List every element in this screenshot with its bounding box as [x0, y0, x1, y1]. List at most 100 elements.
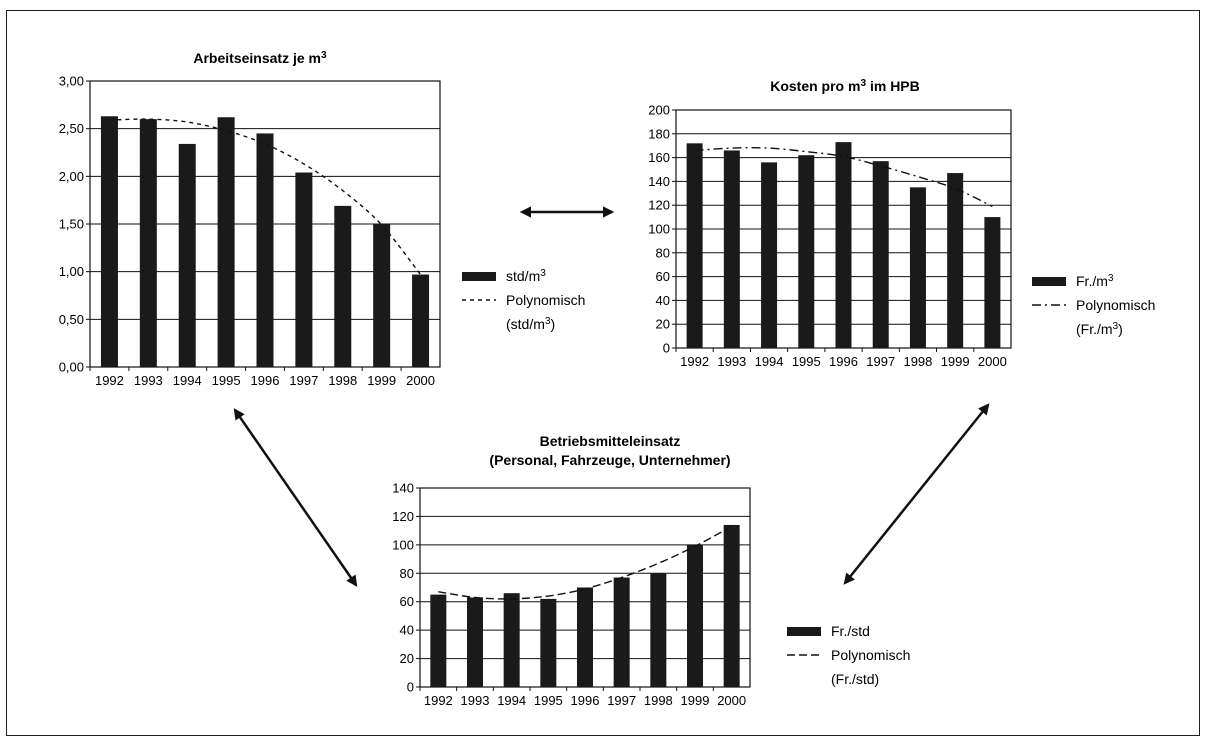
x-tick-label: 2000 [406, 373, 435, 388]
trend-line [438, 525, 733, 600]
legend-trend-label-line2-main: (Fr./m [1076, 321, 1113, 337]
y-tick-label: 2,50 [59, 121, 84, 136]
y-tick-label: 140 [392, 481, 414, 496]
x-tick-label: 1995 [534, 693, 563, 708]
x-tick-label: 2000 [717, 693, 746, 708]
legend-series-label-sup: 3 [1108, 273, 1114, 284]
y-tick-label: 1,00 [59, 264, 84, 279]
bar-1999 [373, 224, 391, 367]
trend-line [694, 147, 993, 208]
legend-bar-swatch [787, 627, 821, 636]
y-tick-label: 0,00 [59, 360, 84, 375]
x-tick-label: 1996 [571, 693, 600, 708]
legend-trend-label-line2-end: ) [551, 316, 556, 332]
legend: Fr./std Polynomisch (Fr./std) [787, 623, 910, 687]
y-tick-label: 2,00 [59, 169, 84, 184]
x-tick-label: 1999 [681, 693, 710, 708]
bar-1996 [256, 133, 274, 367]
chart-title-sup: 3 [860, 78, 866, 89]
bar-1997 [613, 577, 630, 687]
legend-series-label-main: std/m [506, 268, 540, 284]
chart-title: Kosten pro m3 im HPB [770, 78, 920, 94]
bar-1993 [467, 597, 483, 687]
y-tick-label: 100 [648, 222, 670, 237]
bar-1993 [139, 119, 157, 367]
trend-line [109, 118, 422, 275]
y-tick-label: 120 [648, 198, 670, 213]
bar-2000 [412, 274, 430, 367]
chart-2: 0 20 40 60 80 100 120 140 160 180 200 1992 1993 1994 1… [648, 78, 1155, 369]
legend-trend-label: Polynomisch [1076, 297, 1155, 313]
legend-series-label: std/m3 [506, 268, 546, 284]
x-tick-label: 1997 [866, 354, 895, 369]
y-tick-label: 0 [663, 341, 670, 356]
x-tick-label: 1996 [829, 354, 858, 369]
bar-1997 [872, 161, 889, 348]
x-tick-label: 1994 [173, 373, 202, 388]
x-tick-label: 1996 [251, 373, 280, 388]
y-tick-label: 80 [400, 566, 414, 581]
x-tick-label: 1998 [644, 693, 673, 708]
bar-1999 [687, 544, 703, 687]
y-tick-label: 60 [400, 594, 414, 609]
bar-2000 [723, 524, 740, 687]
x-tick-label: 1992 [680, 354, 709, 369]
bar-1997 [295, 172, 313, 367]
legend-trend-label: Polynomisch [506, 292, 585, 308]
legend-trend-label-line2-sup: 3 [545, 316, 551, 327]
y-tick-label: 1,50 [59, 217, 84, 232]
y-tick-label: 40 [400, 623, 414, 638]
x-tick-label: 1994 [755, 354, 784, 369]
bar-1992 [100, 116, 118, 367]
chart-title-main: Kosten pro m [770, 78, 860, 94]
bar-1996 [577, 587, 593, 687]
bar-1994 [503, 593, 520, 687]
legend-trend-label-line2-main: (std/m [506, 316, 545, 332]
legend-bar-swatch [462, 272, 496, 281]
y-tick-label: 20 [656, 317, 670, 332]
bar-1999 [947, 173, 964, 348]
bar-1993 [723, 150, 740, 348]
y-tick-label: 120 [392, 509, 414, 524]
y-tick-label: 200 [648, 103, 670, 118]
chart-title: Arbeitseinsatz je m3 [193, 50, 327, 66]
chart-1: 0,00 0,50 1,00 1,50 2,00 2,50 3,00 1992 1993 1994… [59, 50, 586, 388]
x-tick-label: 2000 [978, 354, 1007, 369]
chart-3: 0 20 40 60 80 100 120 140 1992 1993 1994 1995 1996 19… [392, 433, 910, 708]
x-tick-label: 1998 [328, 373, 357, 388]
legend-bar-swatch [1032, 277, 1066, 286]
legend-series-label-main: Fr./m [1076, 273, 1108, 289]
x-tick-label: 1992 [424, 693, 453, 708]
y-tick-label: 20 [400, 651, 414, 666]
legend-trend-label: Polynomisch [831, 647, 910, 663]
x-tick-label: 1993 [134, 373, 163, 388]
bar-1995 [217, 117, 235, 367]
double-arrow-left [233, 408, 358, 587]
legend-trend-label-line2-sup: 3 [1113, 321, 1119, 332]
y-tick-label: 3,00 [59, 74, 84, 89]
x-tick-label: 1993 [717, 354, 746, 369]
chart-title-end: im HPB [866, 78, 920, 94]
y-tick-label: 40 [656, 293, 670, 308]
bar-2000 [984, 217, 1001, 348]
legend-series-label: Fr./std [831, 623, 870, 639]
bar-1996 [835, 142, 852, 348]
bar-1992 [686, 143, 703, 348]
legend-trend-label-line2: (Fr./m3) [1076, 321, 1123, 337]
legend-trend-label-line2: (std/m3) [506, 316, 555, 332]
y-tick-label: 0 [407, 680, 414, 695]
bar-1998 [334, 205, 352, 367]
x-tick-label: 1995 [212, 373, 241, 388]
x-tick-label: 1994 [497, 693, 526, 708]
chart-title-sup: 3 [321, 50, 327, 61]
x-tick-label: 1995 [792, 354, 821, 369]
legend-trend-label-line2-end: ) [1118, 321, 1123, 337]
chart-title: Betriebsmitteleinsatz [540, 433, 681, 449]
legend-series-label-main: Fr./std [831, 623, 870, 639]
bar-1998 [909, 187, 926, 348]
bar-1994 [761, 162, 778, 348]
legend-series-label-sup: 3 [540, 268, 546, 279]
